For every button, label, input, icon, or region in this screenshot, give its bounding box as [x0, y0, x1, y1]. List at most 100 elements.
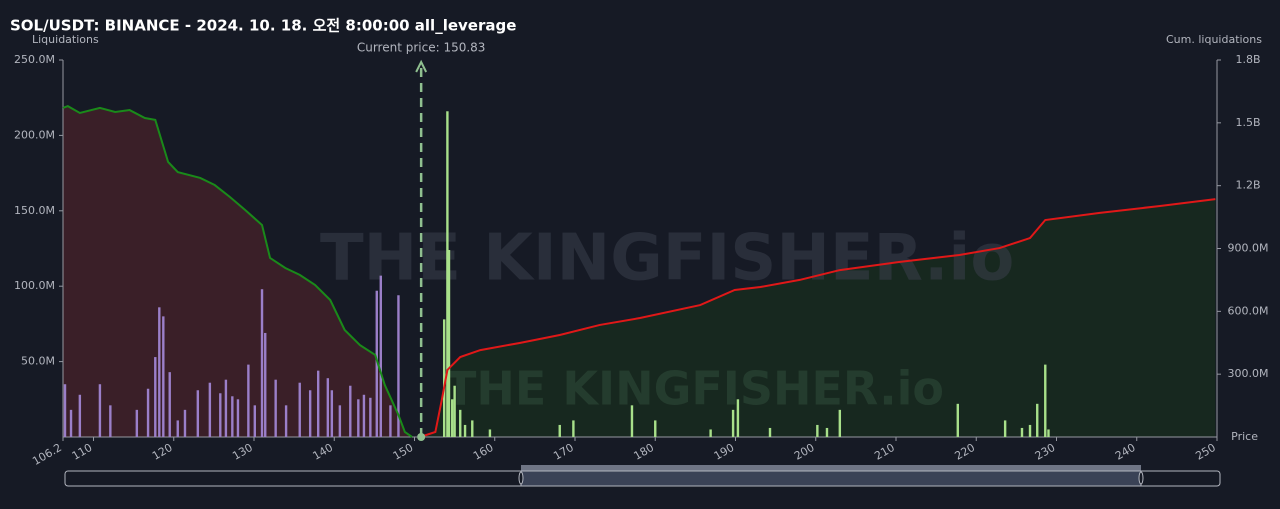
bar	[654, 420, 657, 437]
bar	[183, 409, 187, 437]
x-tick-label: 210	[872, 441, 897, 463]
x-tick-label: 180	[632, 441, 657, 463]
bar	[219, 393, 222, 437]
y-axis-title: Liquidations	[32, 33, 99, 46]
x-tick-label: 130	[230, 441, 255, 463]
bar	[231, 396, 234, 437]
bar	[253, 405, 256, 437]
watermark: THE KINGFISHER.io	[445, 362, 944, 416]
bar	[162, 316, 165, 437]
bar	[274, 379, 277, 437]
x-tick-label: 150	[391, 441, 416, 463]
bar	[196, 390, 200, 437]
bar	[146, 388, 150, 437]
scroll-thumb[interactable]	[520, 470, 1142, 487]
watermark: THE KINGFISHER.io	[320, 222, 1014, 296]
y-tick-label: 250.0M	[14, 53, 55, 66]
x-tick-label: 200	[792, 441, 817, 463]
scroll-handle[interactable]	[1138, 471, 1144, 485]
bar	[362, 394, 366, 437]
bar	[326, 378, 330, 437]
y-tick-label: 150.0M	[14, 204, 55, 217]
x-tick-label: 190	[712, 441, 737, 463]
bar	[736, 399, 740, 437]
bar	[264, 332, 267, 437]
x-tick-label: 110	[70, 441, 95, 463]
cum-line	[62, 104, 413, 438]
current-price-dot	[417, 433, 426, 441]
bar	[488, 429, 492, 437]
bar	[260, 289, 264, 437]
bar	[442, 319, 446, 437]
bar	[768, 427, 772, 437]
bar	[357, 399, 360, 437]
bar	[558, 424, 561, 437]
bar	[838, 409, 842, 437]
bar	[1047, 429, 1050, 437]
bar	[1003, 420, 1007, 437]
bar	[389, 405, 392, 437]
bar	[463, 424, 467, 437]
x-tick-label: 170	[551, 441, 576, 463]
bar	[956, 403, 959, 437]
x-tick-label: 160	[471, 441, 496, 463]
x-tick-label: 250	[1193, 441, 1218, 463]
bar	[379, 275, 382, 437]
bar	[709, 429, 712, 437]
bar	[63, 384, 67, 437]
bar	[451, 399, 454, 437]
y2-tick-label: 300.0M	[1228, 367, 1269, 380]
current-price-arrow	[415, 59, 428, 73]
bar	[1044, 364, 1047, 437]
bar	[176, 420, 179, 437]
bar	[236, 399, 240, 437]
bar	[459, 409, 462, 437]
cum-line	[419, 198, 1216, 438]
bar	[572, 420, 575, 437]
x-tick-label: 230	[1033, 441, 1058, 463]
y2-axis-title: Cum. liquidations	[1166, 33, 1262, 46]
bar	[298, 382, 301, 437]
y2-tick-label: 900.0M	[1228, 242, 1269, 255]
bar	[471, 420, 474, 437]
bar	[78, 394, 82, 437]
bar	[158, 307, 161, 437]
bar	[98, 384, 102, 437]
current-price-label: Current price: 150.83	[357, 41, 486, 55]
bar	[375, 290, 378, 437]
bar	[208, 382, 212, 437]
bar	[1020, 427, 1024, 437]
bar	[330, 390, 334, 437]
bar	[154, 357, 157, 437]
y2-tick-label: 1.2B	[1235, 179, 1260, 192]
bar	[109, 405, 112, 437]
bar	[224, 379, 228, 437]
bar	[349, 385, 352, 437]
y-tick-label: 200.0M	[14, 128, 55, 141]
y2-tick-label: 600.0M	[1228, 304, 1269, 317]
x-tick-label: 240	[1113, 441, 1138, 463]
x-tick-label: 106.2	[30, 441, 64, 468]
bar	[316, 370, 320, 437]
x-tick-label: 120	[150, 441, 175, 463]
x-tick-label: 140	[311, 441, 336, 463]
bar	[1036, 403, 1039, 437]
bar	[69, 409, 73, 437]
cum-area	[420, 199, 1216, 437]
bar	[630, 405, 634, 437]
bar	[369, 397, 372, 437]
y-tick-label: 100.0M	[14, 279, 55, 292]
y2-tick-label: 1.5B	[1235, 116, 1260, 129]
chart-title: SOL/USDT: BINANCE - 2024. 10. 18. 오전 8:0…	[10, 17, 516, 35]
scroll-range[interactable]	[521, 465, 1141, 471]
scroll-handle[interactable]	[518, 471, 524, 485]
scrollbar[interactable]	[64, 465, 1221, 487]
bar	[135, 409, 139, 437]
x-tick-label: 220	[953, 441, 978, 463]
bar	[247, 364, 250, 437]
bar	[308, 390, 312, 437]
bar	[447, 250, 451, 437]
y-tick-label: 50.0M	[21, 355, 55, 368]
bar	[168, 372, 171, 437]
